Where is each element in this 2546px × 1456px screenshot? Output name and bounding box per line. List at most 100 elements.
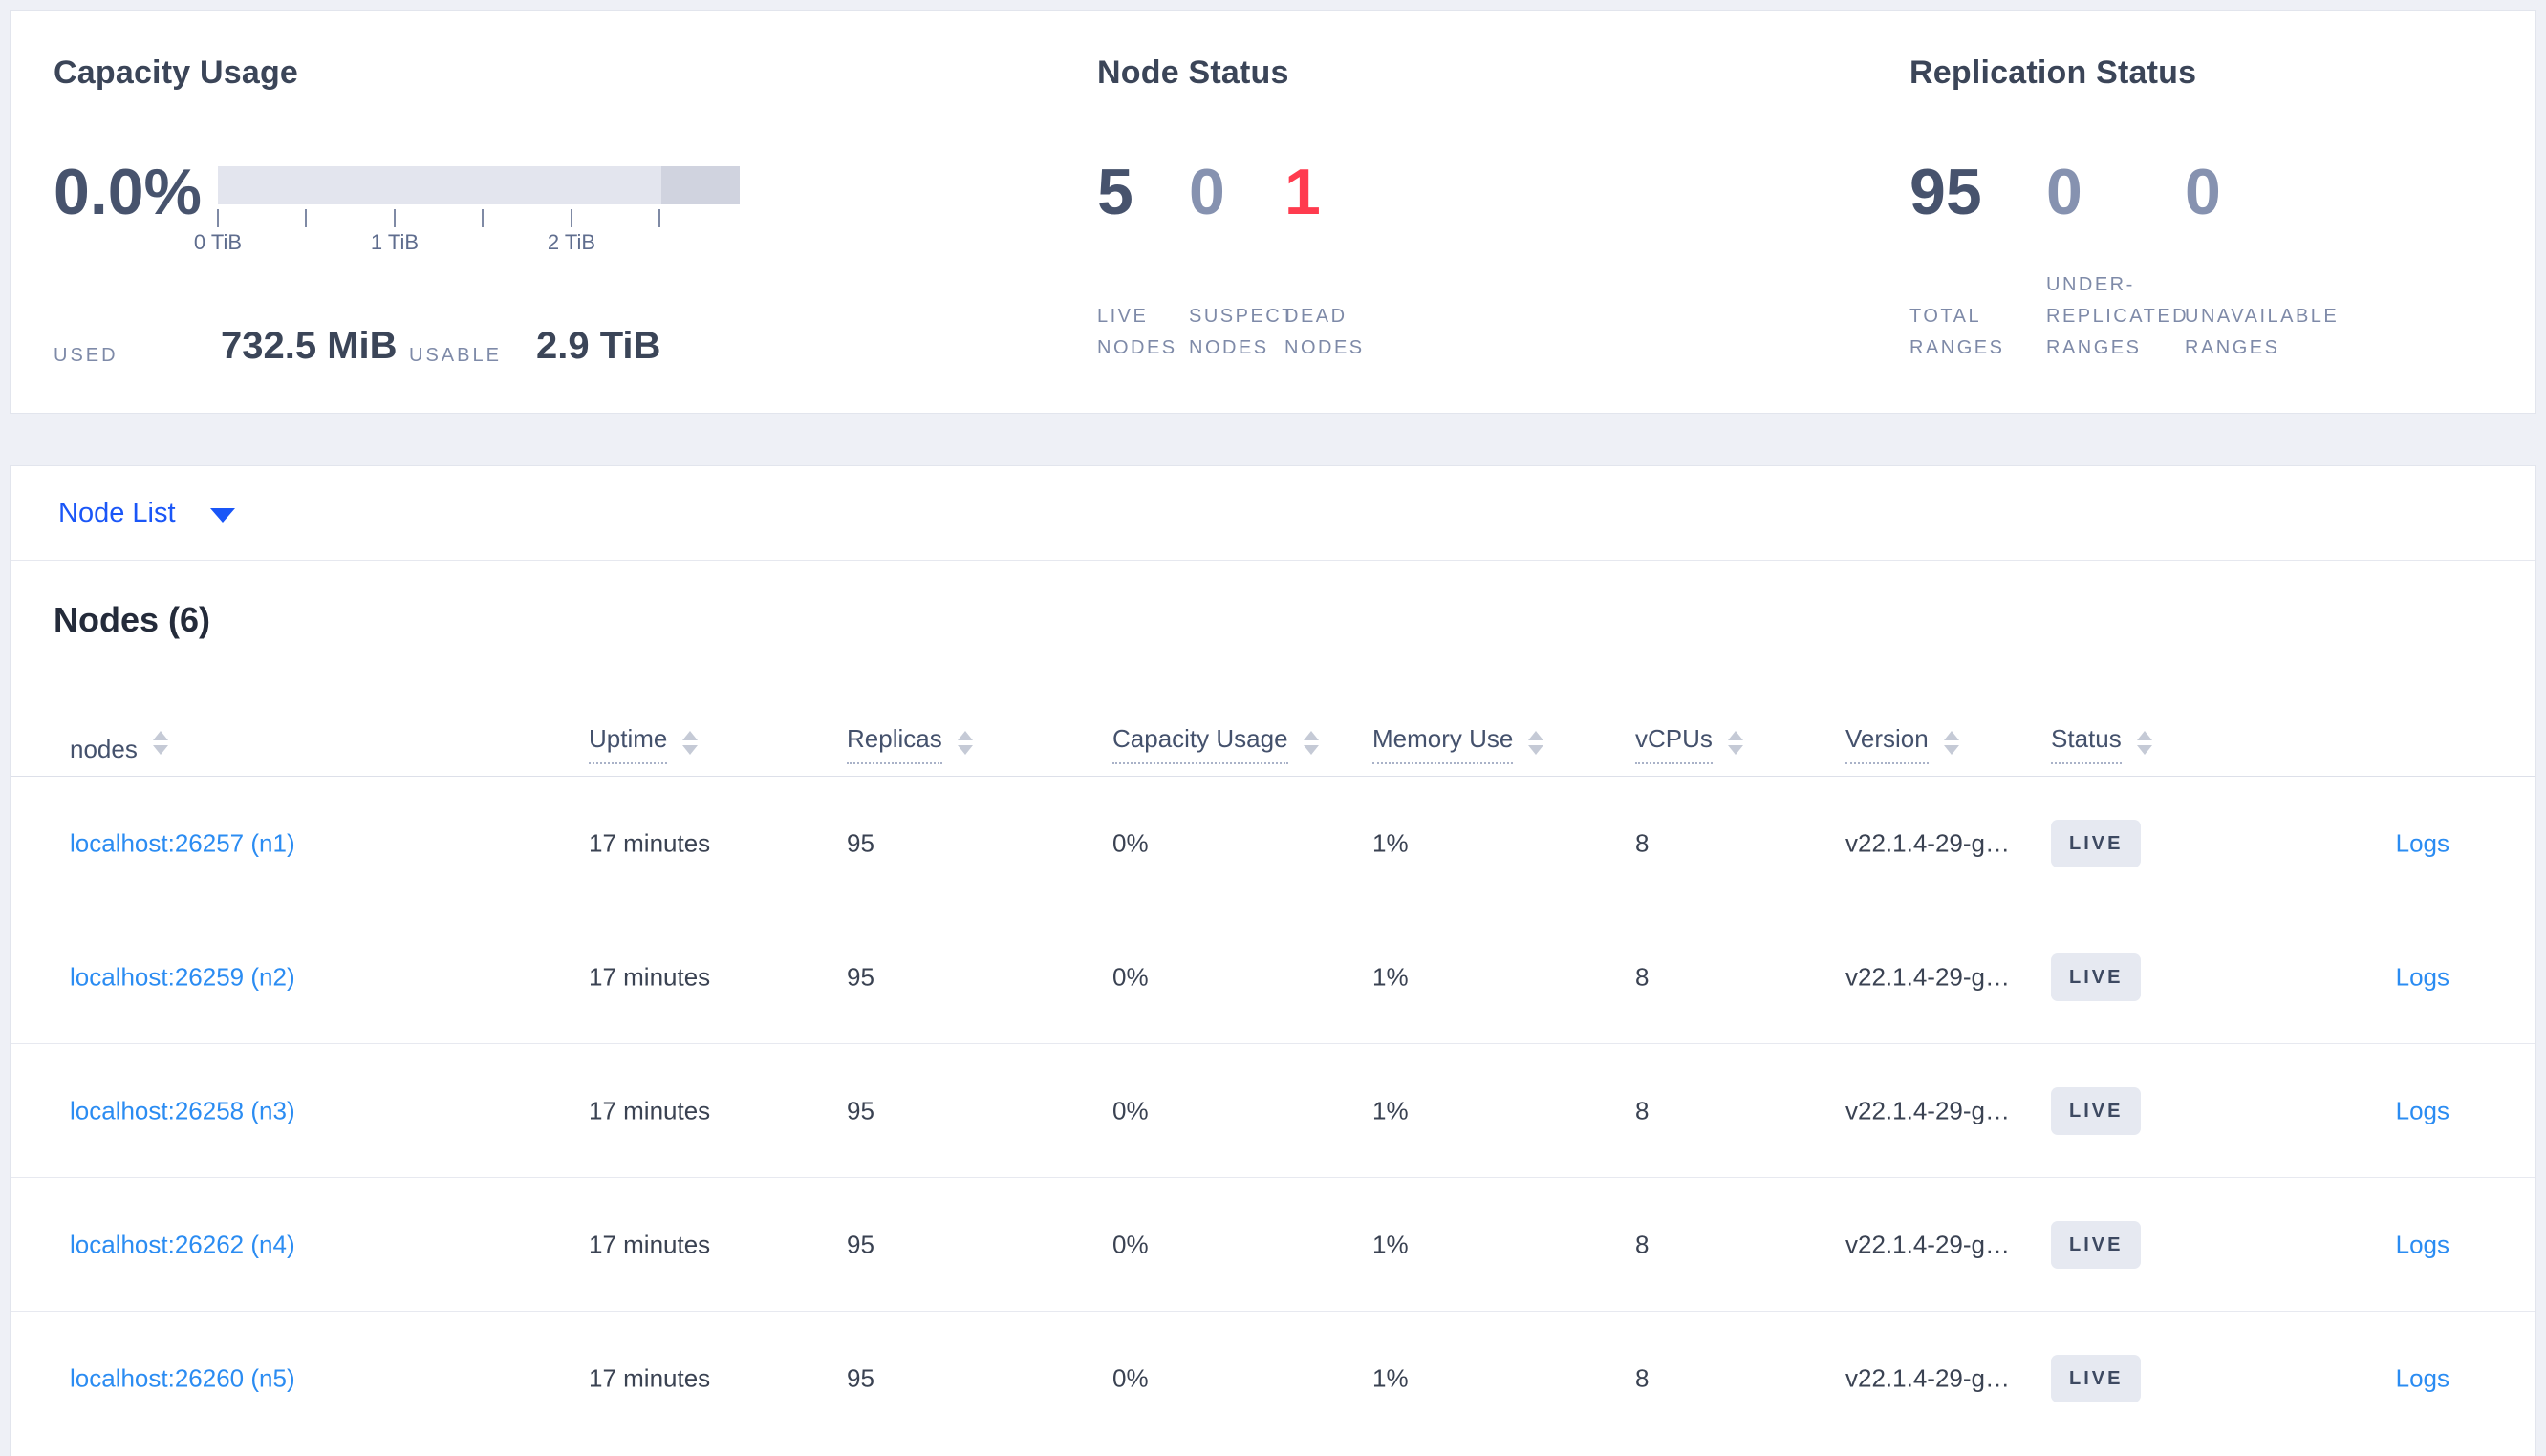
column-header-label: Capacity Usage xyxy=(1112,724,1288,764)
stat-label-line: UNAVAILABLE xyxy=(2185,306,2340,327)
sort-icon xyxy=(957,731,973,764)
vcpus-cell: 8 xyxy=(1635,1230,1650,1258)
memory-cell: 1% xyxy=(1372,828,1409,857)
stat-label-line: NODES xyxy=(1284,337,1365,358)
logs-link[interactable]: Logs xyxy=(2395,828,2449,857)
node-list-card: Node List Nodes (6) nodes Uptime Replica… xyxy=(10,465,2536,1456)
column-header-nodes[interactable]: nodes xyxy=(70,731,168,764)
table-row: localhost:26258 (n3) 17 minutes 95 0% 1%… xyxy=(11,1044,2535,1178)
live-status-badge: LIVE xyxy=(2051,1354,2142,1402)
memory-cell: 1% xyxy=(1372,962,1409,991)
live-status-badge: LIVE xyxy=(2051,1086,2142,1135)
column-header-label: nodes xyxy=(70,734,138,763)
node-address-link[interactable]: localhost:26258 (n3) xyxy=(70,1096,295,1124)
status-cell: LIVE xyxy=(2051,819,2142,867)
total-ranges-count: 95 xyxy=(1910,156,1982,228)
memory-cell: 1% xyxy=(1372,1230,1409,1258)
cluster-summary-card: Capacity Usage 0.0% 0 TiB 1 TiB 2 TiB US… xyxy=(10,10,2536,414)
node-address-link[interactable]: localhost:26257 (n1) xyxy=(70,828,295,857)
total-ranges-label: TOTAL RANGES xyxy=(1910,267,2004,364)
dead-nodes-label: DEAD NODES xyxy=(1284,267,1365,364)
logs-link[interactable]: Logs xyxy=(2395,1230,2449,1258)
status-cell: LIVE xyxy=(2051,1354,2142,1402)
column-header-capacity-usage[interactable]: Capacity Usage xyxy=(1112,724,1319,764)
live-status-badge: LIVE xyxy=(2051,819,2142,867)
view-selector-bar: Node List xyxy=(11,466,2535,561)
column-header-label: Memory Use xyxy=(1372,724,1514,764)
column-header-label: Status xyxy=(2051,724,2122,764)
node-address-link[interactable]: localhost:26262 (n4) xyxy=(70,1230,295,1258)
caret-down-icon[interactable] xyxy=(209,507,235,523)
version-cell: v22.1.4-29-g… xyxy=(1845,828,2010,857)
nodes-table-body: localhost:26257 (n1) 17 minutes 95 0% 1%… xyxy=(11,777,2535,1445)
node-address-link[interactable]: localhost:26259 (n2) xyxy=(70,962,295,991)
capacity-cell: 0% xyxy=(1112,1230,1149,1258)
stat-label-line: LIVE xyxy=(1097,306,1149,327)
replicas-cell: 95 xyxy=(847,828,874,857)
stat-label-line: REPLICATED xyxy=(2046,306,2190,327)
unavailable-ranges-label: UNAVAILABLE RANGES xyxy=(2185,267,2339,364)
uptime-cell: 17 minutes xyxy=(589,1096,711,1124)
stat-label-line: RANGES xyxy=(2185,337,2280,358)
node-list-dropdown[interactable]: Node List xyxy=(58,497,176,528)
column-header-memory-use[interactable]: Memory Use xyxy=(1372,724,1544,764)
uptime-cell: 17 minutes xyxy=(589,828,711,857)
column-header-version[interactable]: Version xyxy=(1845,724,1959,764)
vcpus-cell: 8 xyxy=(1635,962,1650,991)
node-status-title: Node Status xyxy=(1097,54,1289,91)
status-cell: LIVE xyxy=(2051,1086,2142,1135)
vcpus-cell: 8 xyxy=(1635,1363,1650,1392)
sort-icon xyxy=(152,731,168,764)
live-status-badge: LIVE xyxy=(2051,1220,2142,1269)
logs-link[interactable]: Logs xyxy=(2395,1096,2449,1124)
axis-tick xyxy=(658,209,660,227)
replicas-cell: 95 xyxy=(847,1230,874,1258)
used-value: 732.5 MiB xyxy=(221,325,398,367)
column-header-vcpus[interactable]: vCPUs xyxy=(1635,724,1743,764)
axis-tick xyxy=(217,209,219,227)
suspect-nodes-label: SUSPECT NODES xyxy=(1189,267,1296,364)
replicas-cell: 95 xyxy=(847,1096,874,1124)
logs-link[interactable]: Logs xyxy=(2395,962,2449,991)
axis-tick-label: 1 TiB xyxy=(370,230,420,254)
vcpus-cell: 8 xyxy=(1635,828,1650,857)
capacity-cell: 0% xyxy=(1112,828,1149,857)
stat-label-line: RANGES xyxy=(2046,337,2142,358)
live-nodes-label: LIVE NODES xyxy=(1097,267,1177,364)
live-nodes-count: 5 xyxy=(1097,156,1133,228)
version-cell: v22.1.4-29-g… xyxy=(1845,1230,2010,1258)
uptime-cell: 17 minutes xyxy=(589,962,711,991)
capacity-cell: 0% xyxy=(1112,1363,1149,1392)
stat-label-line: NODES xyxy=(1189,337,1269,358)
sort-icon xyxy=(1528,731,1544,764)
axis-tick xyxy=(482,209,484,227)
capacity-cell: 0% xyxy=(1112,962,1149,991)
stat-label-line: DEAD xyxy=(1284,306,1348,327)
stat-label-line: NODES xyxy=(1097,337,1177,358)
uptime-cell: 17 minutes xyxy=(589,1363,711,1392)
unavailable-count: 0 xyxy=(2185,156,2221,228)
axis-tick xyxy=(571,209,572,227)
sort-icon xyxy=(682,731,699,764)
capacity-bar-tail xyxy=(661,166,740,204)
usable-label: USABLE xyxy=(409,345,502,366)
sort-icon xyxy=(1943,731,1959,764)
stat-label-line: UNDER- xyxy=(2046,274,2135,295)
column-header-status[interactable]: Status xyxy=(2051,724,2152,764)
capacity-cell: 0% xyxy=(1112,1096,1149,1124)
version-cell: v22.1.4-29-g… xyxy=(1845,1096,2010,1124)
column-header-uptime[interactable]: Uptime xyxy=(589,724,699,764)
node-address-link[interactable]: localhost:26260 (n5) xyxy=(70,1363,295,1392)
replication-status-title: Replication Status xyxy=(1910,54,2197,91)
logs-link[interactable]: Logs xyxy=(2395,1363,2449,1392)
under-replicated-label: UNDER- REPLICATED RANGES xyxy=(2046,267,2189,364)
column-header-label: Uptime xyxy=(589,724,668,764)
column-header-label: vCPUs xyxy=(1635,724,1713,764)
nodes-table-title: Nodes (6) xyxy=(54,600,211,639)
vcpus-cell: 8 xyxy=(1635,1096,1650,1124)
usable-value: 2.9 TiB xyxy=(536,325,661,367)
replicas-cell: 95 xyxy=(847,1363,874,1392)
replicas-cell: 95 xyxy=(847,962,874,991)
column-header-replicas[interactable]: Replicas xyxy=(847,724,973,764)
